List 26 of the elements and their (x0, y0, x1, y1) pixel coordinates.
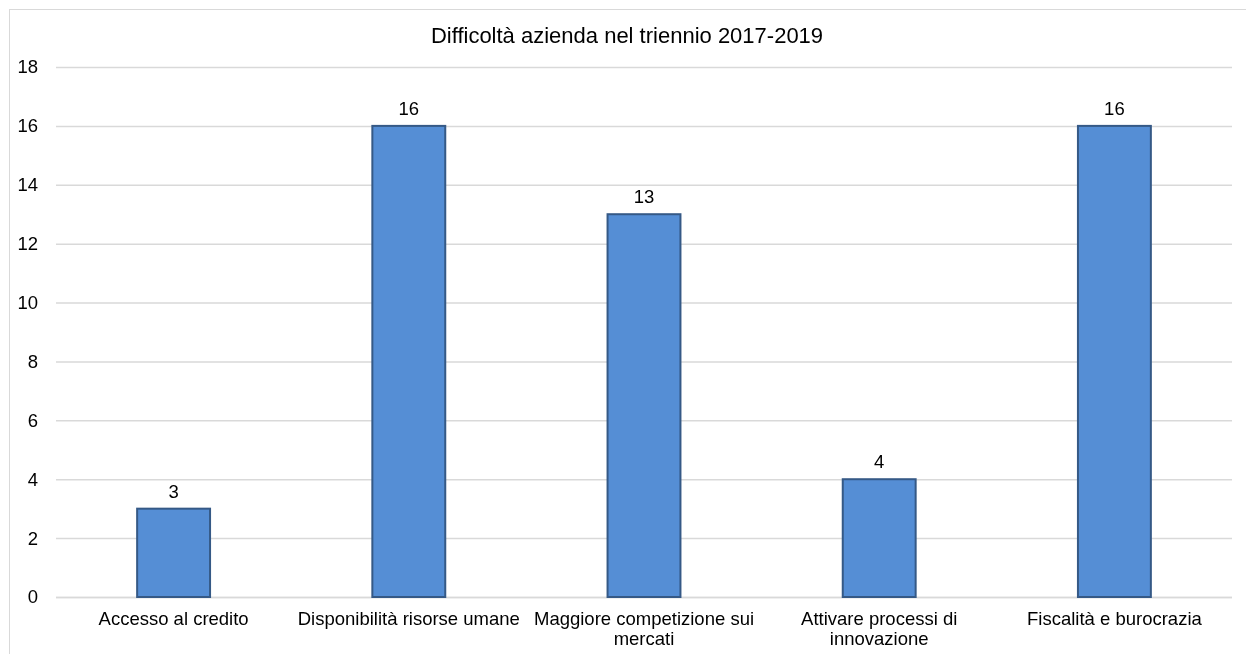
data-label: 16 (398, 97, 420, 119)
x-tick-label: Maggiore competizione sui mercati (533, 607, 755, 649)
y-tick-label: 8 (27, 350, 38, 372)
data-label: 3 (168, 480, 179, 502)
y-tick-label: 10 (17, 291, 38, 313)
x-tick-label: Attivare processi di innovazione (801, 607, 958, 649)
bar (371, 124, 447, 598)
y-tick-label: 6 (27, 409, 38, 431)
x-tick-label: Fiscalità e burocrazia (1027, 607, 1203, 629)
y-tick-label: 2 (27, 527, 38, 549)
y-tick-label: 14 (17, 174, 38, 196)
bar (606, 213, 682, 598)
data-label: 13 (633, 186, 655, 208)
x-tick-label: Disponibilità risorse umane (297, 607, 520, 629)
bar (136, 507, 212, 598)
bar (1076, 124, 1152, 598)
x-tick-label: Accesso al credito (98, 607, 249, 629)
bar (841, 478, 917, 598)
chart-title: Difficoltà azienda nel triennio 2017-2019 (430, 23, 824, 48)
y-tick-label: 4 (27, 468, 38, 490)
y-tick-label: 12 (17, 233, 38, 255)
y-tick-label: 16 (17, 115, 38, 137)
y-tick-label: 18 (17, 56, 38, 78)
data-label: 16 (1104, 97, 1125, 119)
y-tick-label: 0 (27, 586, 38, 608)
data-label: 4 (874, 451, 885, 473)
